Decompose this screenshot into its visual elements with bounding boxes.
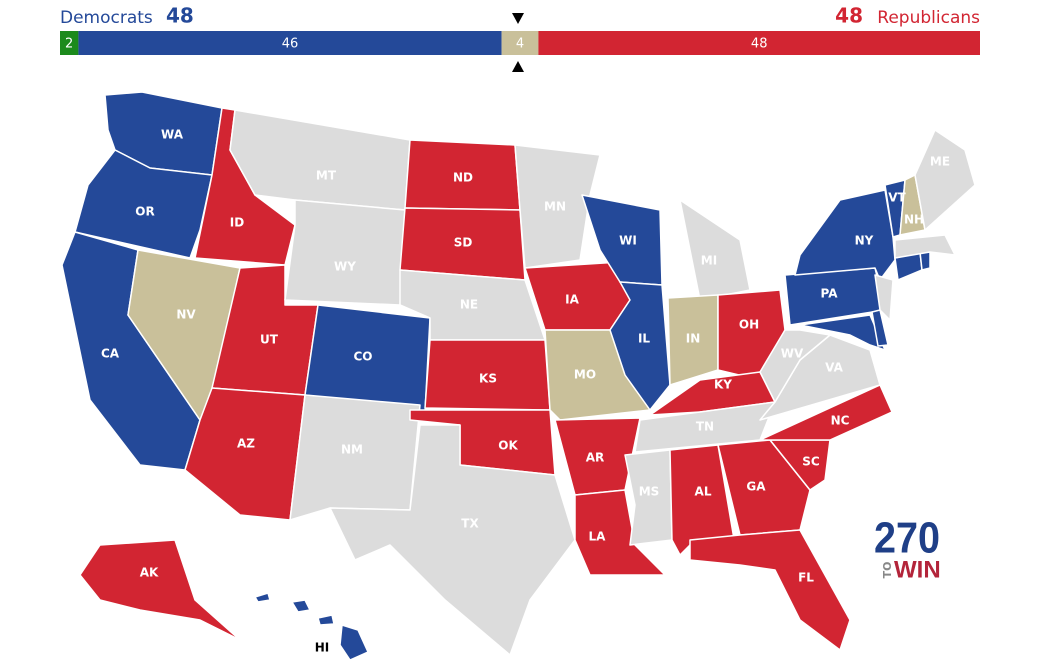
state-label: LA — [589, 530, 607, 544]
state-label: WY — [334, 260, 356, 274]
state — [894, 234, 956, 259]
state-label: CO — [353, 350, 372, 364]
state — [634, 401, 776, 453]
state-label: IA — [565, 293, 579, 307]
state — [574, 489, 666, 576]
state-label: WA — [161, 128, 184, 142]
marker-bottom — [512, 61, 524, 72]
rep-total: 48 — [835, 4, 863, 28]
balance-segment — [501, 31, 539, 55]
state — [799, 314, 886, 351]
balance-segment — [78, 31, 502, 55]
state-labels: WA OR CA ID NV UT AZ MT WY CO NM ND SD NE KS OK TX MN IA MO… — [101, 128, 950, 655]
state — [717, 439, 811, 536]
state — [74, 149, 213, 259]
logo-number: 270 — [874, 514, 940, 563]
states — [61, 91, 976, 661]
state-label: AZ — [237, 437, 255, 451]
state-label: TX — [461, 517, 479, 531]
state — [624, 449, 673, 546]
segment-label: 2 — [65, 37, 73, 52]
state — [914, 129, 976, 231]
state-label: FL — [798, 571, 814, 585]
state-label: IN — [686, 332, 701, 346]
state-label: PA — [821, 287, 839, 301]
state — [609, 281, 671, 411]
logo-word: WIN — [894, 556, 941, 583]
state-label: WV — [781, 347, 804, 361]
logo-small: TO — [881, 562, 894, 579]
state — [871, 309, 889, 347]
balance-bar: 2 46 4 48 — [60, 31, 980, 55]
state-label: SD — [454, 236, 473, 250]
state-label: ND — [453, 171, 473, 185]
state-label: VT — [888, 191, 906, 205]
state — [289, 394, 421, 521]
state — [919, 251, 931, 271]
state-label: NM — [341, 443, 363, 457]
state-label: NY — [855, 234, 874, 248]
state — [759, 329, 831, 403]
dem-total: 48 — [166, 4, 194, 28]
state — [689, 529, 851, 651]
state-label: GA — [746, 480, 766, 494]
segment-label: 46 — [282, 37, 299, 52]
state-label: OK — [498, 439, 518, 453]
state-label: OR — [135, 205, 154, 219]
state — [254, 592, 369, 661]
state-label: UT — [260, 333, 279, 347]
state-label: NH — [904, 213, 924, 227]
state-label: MS — [639, 485, 660, 499]
state — [544, 329, 651, 421]
marker-top — [512, 13, 524, 24]
dem-label: Democrats — [60, 8, 153, 28]
state-label: VA — [825, 361, 843, 375]
state-label: ID — [230, 216, 244, 230]
state-label: HI — [315, 641, 330, 655]
state-label: MT — [316, 169, 337, 183]
segment-label: 48 — [751, 37, 768, 52]
balance-segment — [538, 31, 980, 55]
balance-segment — [60, 31, 79, 55]
state-label: OH — [739, 318, 759, 332]
state — [79, 539, 241, 641]
segment-label: 4 — [516, 37, 524, 52]
state — [514, 144, 601, 269]
logo: 270 TO WIN — [874, 514, 941, 584]
state-label: ME — [930, 155, 950, 169]
state — [794, 189, 896, 281]
state — [874, 274, 894, 321]
state-label: WI — [619, 234, 637, 248]
state — [284, 199, 406, 306]
state — [759, 384, 893, 441]
state-label: TN — [696, 420, 714, 434]
state-label: MI — [701, 254, 717, 268]
state — [679, 199, 751, 301]
state-label: IL — [638, 332, 650, 346]
state-label: NE — [460, 298, 478, 312]
state-label: MO — [574, 368, 596, 382]
state-label: KY — [714, 378, 732, 392]
state-label: AR — [586, 451, 605, 465]
state-label: AL — [695, 485, 712, 499]
state-label: AK — [140, 566, 159, 580]
state-label: MN — [544, 200, 566, 214]
state-label: SC — [802, 455, 820, 469]
rep-label: Republicans — [877, 8, 980, 28]
state-label: CA — [101, 347, 120, 361]
state-label: NV — [176, 308, 196, 322]
state-label: NC — [831, 414, 850, 428]
state — [229, 109, 411, 211]
state-label: KS — [479, 372, 497, 386]
